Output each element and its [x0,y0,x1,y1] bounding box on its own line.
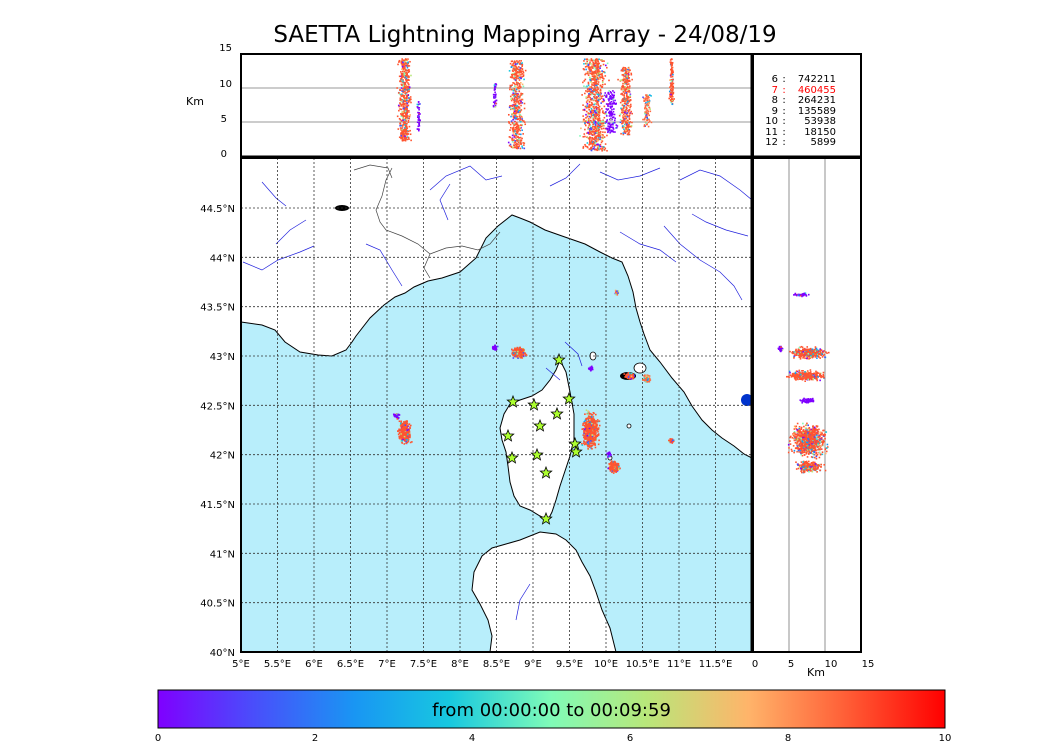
top-ytick-10: 10 [219,79,232,90]
sea-area [241,214,752,652]
lat-tick-labels: 40°N 40.5°N 41°N 41.5°N 42°N 42.5°N 43°N 43.5°N… [200,204,235,659]
station-star-icon [568,436,582,450]
lon-tick: 6°E [305,659,323,670]
lon-tick: 7.5°E [410,659,437,670]
map-gridlines [241,158,752,652]
lon-tick: 5.5°E [264,659,291,670]
top-altitude-panel: 15 10 5 0 Km [186,43,753,160]
stat-row: 8:264231 [771,95,836,106]
lightning-sources-map [392,289,675,474]
lon-tick: 9.5°E [556,659,583,670]
lon-tick: 8.5°E [483,659,510,670]
lat-tick: 43.5°N [200,303,235,314]
station-star-icon [533,418,547,432]
lon-tick: 11°E [667,659,691,670]
station-star-icon [552,352,566,366]
chart-title: SAETTA Lightning Mapping Array - 24/08/1… [273,22,777,48]
top-ylabel: Km [186,95,204,108]
top-ytick-0: 0 [221,149,227,160]
station-star-icon [550,406,564,420]
colorbar-tick-4: 4 [468,733,476,744]
station-star-icon [527,397,541,411]
station-star-icon [539,465,553,479]
lon-tick: 7°E [378,659,396,670]
lat-tick: 43°N [210,352,235,363]
map-panel: 5°E 5.5°E 6°E 6.5°E 7°E 7.5°E 8°E 8.5°E 9°E 9.5°E… [200,157,753,670]
stat-row: 7:460455 [771,84,836,96]
station-star-icon [501,428,515,442]
colorbar-tick-2: 2 [311,733,319,744]
lat-tick: 42°N [210,451,235,462]
lat-tick: 40°N [210,648,235,659]
lightning-sources-altitude [396,58,675,152]
lat-tick: 44.5°N [200,204,235,215]
rivers [242,163,752,621]
lat-tick: 41°N [210,549,235,560]
lon-tick: 10.5°E [626,659,660,670]
top-ytick-15: 15 [219,43,232,54]
lon-tick-labels: 5°E 5.5°E 6°E 6.5°E 7°E 7.5°E 8°E 8.5°E 9°E 9.5°E… [232,659,732,670]
station-star-icon [539,511,553,525]
colorbar-tick-0: 0 [154,733,162,744]
stat-row: 10:53938 [765,116,836,127]
station-star-icon [562,391,576,405]
lat-tick: 40.5°N [200,599,235,610]
colorbar-tick-6: 6 [626,733,634,744]
side-altitude-panel: 0 5 10 15 Km [752,157,875,679]
stat-row: 6:742211 [771,74,836,85]
side-xtick-10: 10 [825,659,838,670]
top-ytick-5: 5 [221,114,227,125]
lightning-sources-side [777,292,830,474]
station-markers [501,352,583,525]
station-star-icon [506,394,520,408]
side-xlabel: Km [807,666,825,679]
side-xtick-5: 5 [788,659,794,670]
lat-tick: 44°N [210,253,235,264]
stat-row: 11:18150 [765,126,836,138]
sardinia-island [471,531,617,652]
station-star-icon [505,450,519,464]
lon-tick: 8°E [451,659,469,670]
colorbar-tick-8: 8 [784,733,792,744]
colorbar-label: from 00:00:00 to 00:09:59 [432,700,671,721]
colorbar [157,689,946,729]
station-star-icon [530,447,544,461]
stats-panel [752,53,862,158]
lon-tick: 10°E [594,659,618,670]
lon-tick: 5°E [232,659,250,670]
lat-tick: 42.5°N [200,401,235,412]
side-xtick-0: 0 [752,659,758,670]
source-count-table: 6:742211 7:460455 8:264231 9:135589 10:53938… [756,74,856,149]
stat-row: 12:5899 [765,137,836,148]
lon-tick: 11.5°E [699,659,733,670]
side-xtick-15: 15 [862,659,875,670]
stat-row: 9:135589 [771,105,836,117]
colorbar-tick-10: 10 [938,733,952,744]
station-star-icon [569,444,583,458]
lon-tick: 6.5°E [337,659,364,670]
lon-tick: 9°E [524,659,542,670]
lat-tick: 41.5°N [200,500,235,511]
